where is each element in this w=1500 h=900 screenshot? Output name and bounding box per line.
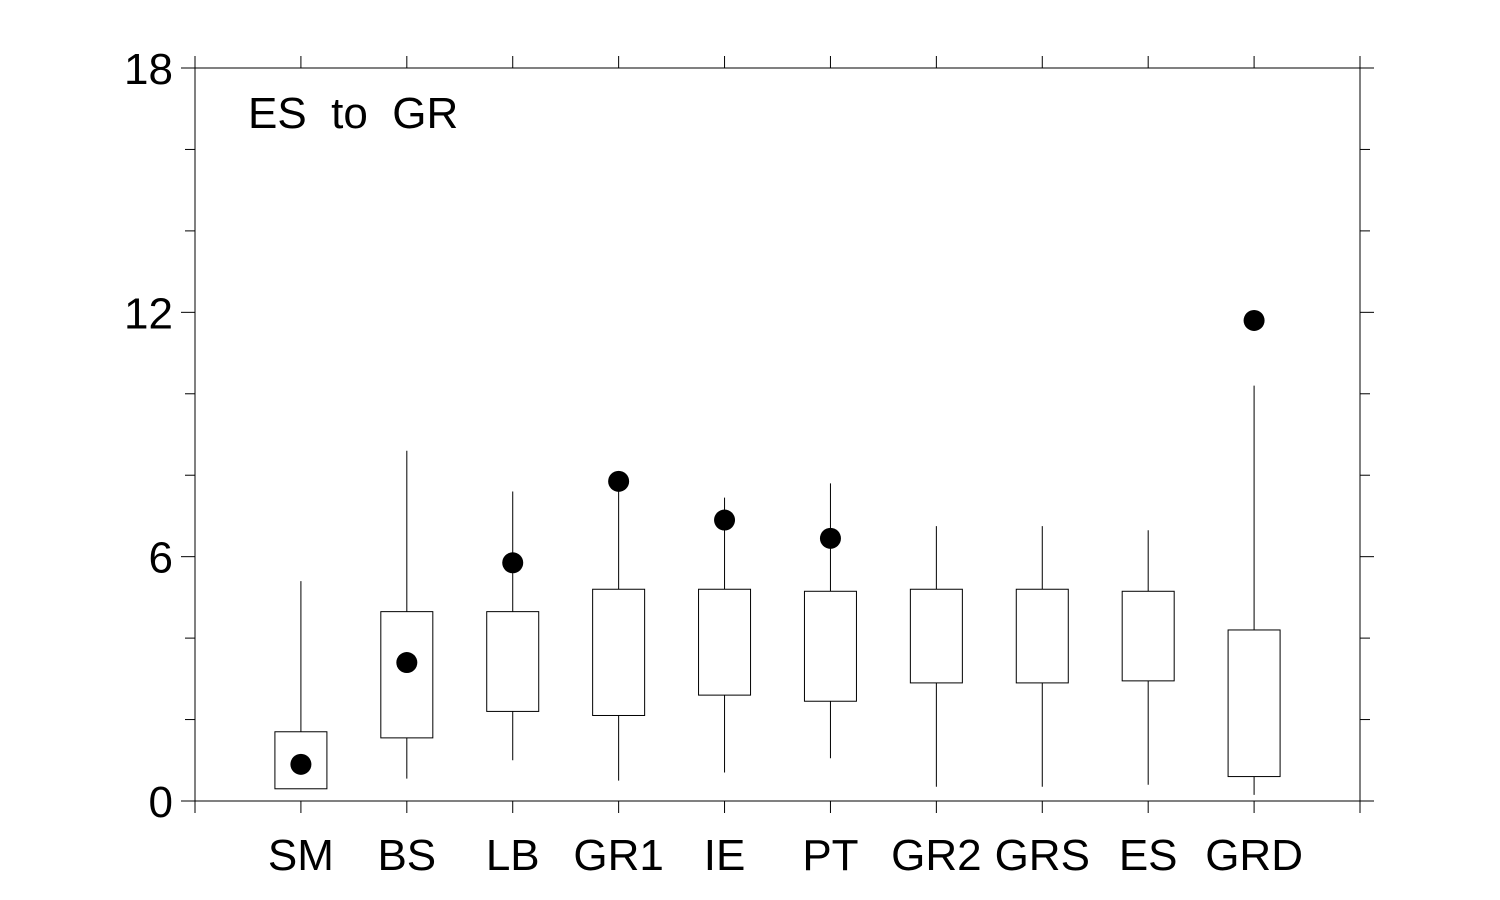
data-point (819, 527, 841, 549)
y-tick-label: 6 (149, 534, 173, 583)
labels: 0 6 12 18 SM BS LB GR1 IE PT GR2 GRS ES GRD (124, 45, 1303, 880)
box (803, 590, 857, 702)
x-tick-label: SM (268, 831, 334, 880)
box (592, 588, 646, 716)
data-point (502, 552, 524, 574)
data-point (714, 509, 736, 531)
data-point (608, 470, 630, 492)
x-tick-label: LB (486, 831, 540, 880)
x-tick-label: BS (377, 831, 436, 880)
chart-annotation: ES to GR (248, 89, 458, 138)
data-point (396, 652, 418, 674)
box (909, 588, 963, 684)
box (380, 611, 434, 739)
x-tick-label: GR1 (573, 831, 663, 880)
box (698, 588, 752, 696)
box (486, 611, 540, 712)
plot-frame (194, 67, 1361, 802)
data-point (1243, 309, 1265, 331)
points (290, 309, 1265, 775)
x-tick-label: GRD (1205, 831, 1303, 880)
axes (181, 56, 1374, 813)
box (1121, 590, 1175, 682)
box (1227, 629, 1281, 778)
x-tick-label: GRS (995, 831, 1090, 880)
box (1015, 588, 1069, 684)
boxes (274, 385, 1281, 795)
x-tick-label: ES (1119, 831, 1178, 880)
y-tick-label: 0 (149, 778, 173, 827)
y-tick-label: 18 (124, 45, 173, 94)
x-tick-label: PT (802, 831, 858, 880)
x-tick-label: IE (704, 831, 746, 880)
data-point (290, 753, 312, 775)
x-tick-label: GR2 (891, 831, 981, 880)
y-tick-label: 12 (124, 289, 173, 338)
